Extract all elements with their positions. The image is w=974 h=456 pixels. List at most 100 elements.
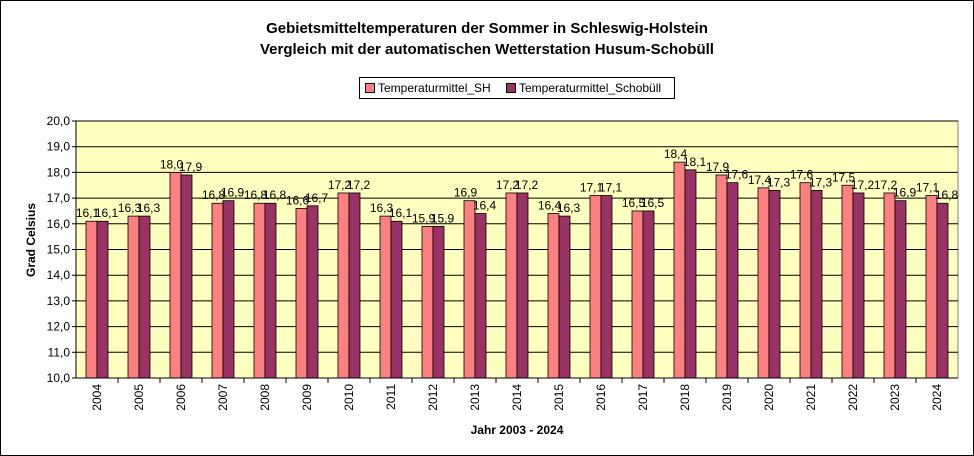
data-label-sh: 17,2: [874, 178, 898, 192]
x-tick-label: 2014: [510, 384, 524, 411]
x-tick-label: 2021: [804, 384, 818, 411]
bar-schobuell: [894, 200, 907, 379]
data-label-schobuell: 17,3: [809, 175, 833, 189]
data-label-schobuell: 16,5: [641, 196, 665, 210]
y-tick-label: 11,0: [48, 345, 71, 359]
bar-sh: [127, 215, 140, 379]
x-tick-label: 2019: [720, 384, 734, 411]
x-tick-label: 2010: [342, 384, 356, 411]
data-label-schobuell: 16,9: [221, 186, 245, 200]
x-tick-label: 2022: [846, 384, 860, 411]
axes: [72, 120, 958, 383]
bar-sh: [379, 215, 392, 379]
x-tick-label: 2005: [132, 384, 146, 411]
bar-schobuell: [348, 192, 361, 379]
data-label-schobuell: 17,1: [599, 181, 623, 195]
y-tick-label: 13,0: [47, 294, 71, 308]
data-label-sh: 18,4: [664, 147, 688, 161]
x-tick-label: 2023: [888, 384, 902, 411]
bar-schobuell: [516, 192, 529, 379]
data-label-schobuell: 16,8: [263, 188, 287, 202]
bar-sh: [337, 192, 350, 379]
data-label-schobuell: 16,1: [95, 206, 119, 220]
x-tick-label: 2018: [678, 384, 692, 411]
legend-item-sh: Temperaturmittel_SH: [365, 81, 491, 95]
y-axis-label: Grad Celsius: [24, 203, 38, 277]
x-tick-label: 2004: [90, 384, 104, 411]
data-label-sh: 17,2: [496, 178, 520, 192]
bar-sh: [589, 195, 602, 379]
y-tick-label: 16,0: [47, 217, 71, 231]
y-tick-label: 12,0: [47, 320, 71, 334]
legend-item-schobuell: Temperaturmittel_Schobüll: [506, 81, 661, 95]
bar-sh: [253, 202, 266, 379]
bar-schobuell: [684, 169, 697, 379]
data-label-schobuell: 17,9: [179, 160, 203, 174]
bar-schobuell: [222, 200, 235, 379]
y-tick-label: 17,0: [47, 191, 71, 205]
bar-schobuell: [810, 189, 823, 379]
data-label-sh: 18,0: [160, 157, 184, 171]
bar-schobuell: [558, 215, 571, 379]
data-label-sh: 16,8: [202, 188, 226, 202]
bar-sh: [883, 192, 896, 379]
x-axis-label: Jahr 2003 - 2024: [471, 423, 564, 437]
bar-sh: [673, 161, 686, 379]
data-label-sh: 17,4: [748, 173, 772, 187]
x-tick-label: 2024: [930, 384, 944, 411]
y-tick-label: 14,0: [47, 268, 71, 282]
bar-schobuell: [390, 220, 403, 379]
data-label-sh: 17,6: [790, 168, 814, 182]
data-label-schobuell: 16,3: [557, 201, 581, 215]
legend-swatch-sh: [365, 83, 375, 93]
bar-sh: [421, 225, 434, 379]
data-label-sh: 16,6: [286, 193, 310, 207]
bar-sh: [463, 200, 476, 379]
data-label-sh: 16,3: [118, 201, 142, 215]
x-tick-label: 2015: [552, 384, 566, 411]
x-tick-label: 2011: [384, 384, 398, 410]
bar-sh: [841, 184, 854, 379]
bar-sh: [211, 202, 224, 379]
data-label-schobuell: 16,9: [893, 186, 917, 200]
bar-sh: [85, 220, 98, 379]
x-tick-label: 2008: [258, 384, 272, 411]
legend: Temperaturmittel_SH Temperaturmittel_Sch…: [359, 77, 675, 99]
bar-sh: [295, 207, 308, 379]
bar-sh: [799, 182, 812, 379]
bars: [85, 161, 949, 379]
y-tick-label: 15,0: [47, 243, 71, 257]
data-label-sh: 16,8: [244, 188, 268, 202]
data-labels: 16,116,1 16,316,318,017,916,816,9 16,816,8…: [76, 147, 959, 225]
bar-schobuell: [306, 205, 319, 379]
bar-sh: [547, 213, 560, 379]
x-tick-label: 2013: [468, 384, 482, 411]
data-label-schobuell: 16,7: [305, 191, 329, 205]
bar-schobuell: [180, 174, 193, 379]
x-tick-label: 2012: [426, 384, 440, 411]
x-tick-label: 2006: [174, 384, 188, 411]
bar-schobuell: [600, 195, 613, 379]
bar-schobuell: [852, 192, 865, 379]
bar-schobuell: [936, 202, 949, 379]
bar-schobuell: [474, 213, 487, 379]
data-label-schobuell: 18,1: [683, 155, 707, 169]
legend-label-sh: Temperaturmittel_SH: [378, 81, 491, 95]
y-tick-label: 18,0: [47, 165, 71, 179]
data-label-sh: 16,1: [76, 206, 100, 220]
bar-schobuell: [642, 210, 655, 379]
bar-sh: [757, 187, 770, 379]
data-label-sh: 17,1: [580, 181, 604, 195]
bar-schobuell: [432, 225, 445, 379]
data-label-schobuell: 15,9: [431, 211, 455, 225]
legend-label-schobuell: Temperaturmittel_Schobüll: [519, 81, 662, 95]
data-label-schobuell: 16,3: [137, 201, 161, 215]
bar-sh: [715, 174, 728, 379]
x-tick-label: 2020: [762, 384, 776, 411]
data-label-schobuell: 16,4: [473, 199, 497, 213]
data-label-schobuell: 17,2: [515, 178, 539, 192]
data-label-sh: 17,5: [832, 170, 856, 184]
x-tick-labels: 2004 2005 2006 2007 2008 2009 2010 2011 2012 2013…: [90, 384, 944, 411]
bar-schobuell: [768, 189, 781, 379]
